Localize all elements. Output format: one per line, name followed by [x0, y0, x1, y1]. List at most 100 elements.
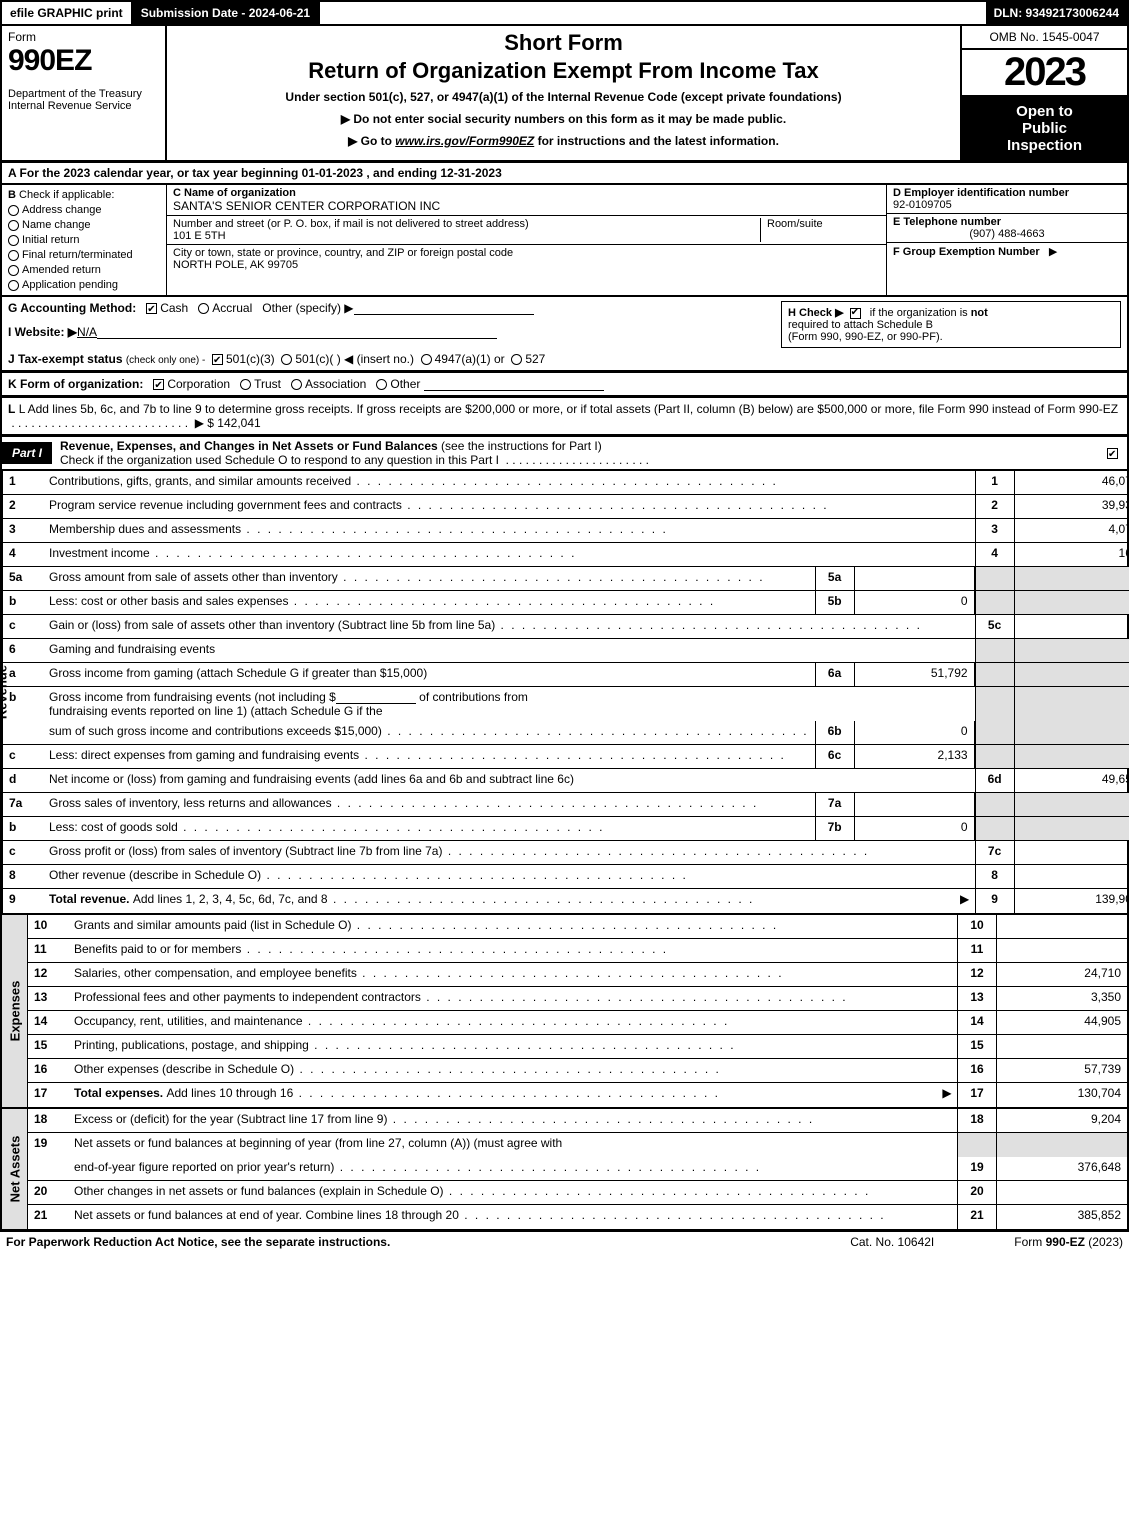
grey-cell — [975, 663, 1015, 686]
addr-change-label: Address change — [22, 204, 102, 216]
end-val: 46,075 — [1015, 471, 1129, 494]
radio-icon[interactable] — [8, 265, 19, 276]
k-other-field[interactable] — [424, 377, 604, 391]
form-ref-post: (2023) — [1085, 1235, 1123, 1249]
instr2-pre: ▶ Go to — [348, 134, 395, 148]
ln-num: 1 — [3, 471, 43, 494]
grey-cell — [1015, 663, 1129, 686]
radio-accrual[interactable] — [198, 303, 209, 314]
checkbox-h[interactable] — [850, 308, 861, 319]
ln-desc: Professional fees and other payments to … — [68, 987, 957, 1010]
j-4947: 4947(a)(1) or — [435, 352, 505, 366]
street-value: 101 E 5TH — [173, 230, 226, 242]
netassets-rows: 18 Excess or (deficit) for the year (Sub… — [28, 1109, 1127, 1229]
end-val: 4,070 — [1015, 519, 1129, 542]
line-7b: b Less: cost of goods sold 7b 0 — [3, 817, 1129, 841]
row-gh: G Accounting Method: Cash Accrual Other … — [8, 301, 1121, 348]
g-label: G Accounting Method: — [8, 301, 136, 315]
revenue-side-label: Revenue — [2, 471, 3, 913]
sub-val — [855, 793, 975, 816]
radio-527[interactable] — [511, 354, 522, 365]
line-21: 21 Net assets or fund balances at end of… — [28, 1205, 1127, 1229]
header-left: Form 990EZ Department of the Treasury In… — [2, 26, 167, 160]
revenue-table: Revenue 1 Contributions, gifts, grants, … — [0, 471, 1129, 915]
grey-cell — [1015, 817, 1129, 840]
radio-icon[interactable] — [8, 250, 19, 261]
netassets-side-label: Net Assets — [2, 1109, 28, 1229]
revenue-rows: 1 Contributions, gifts, grants, and simi… — [3, 471, 1129, 913]
ln-num: d — [3, 769, 43, 792]
radio-icon[interactable] — [8, 205, 19, 216]
radio-501c[interactable] — [281, 354, 292, 365]
end-num: 21 — [957, 1205, 997, 1229]
ln-desc: Net assets or fund balances at end of ye… — [68, 1205, 957, 1229]
chk-address-change: Address change — [8, 204, 160, 216]
f-group-exemption: F Group Exemption Number ▶ — [887, 242, 1127, 295]
checkbox-corporation[interactable] — [153, 379, 164, 390]
e-telephone: E Telephone number (907) 488-4663 — [887, 213, 1127, 242]
grey-cell — [1015, 793, 1129, 816]
end-val: 9,204 — [997, 1109, 1127, 1132]
line-17: 17 Total expenses. Add lines 10 through … — [28, 1083, 1127, 1107]
ln-desc: Gross income from fundraising events (no… — [43, 687, 975, 721]
row-l-block: L L Add lines 5b, 6c, and 7b to line 9 t… — [0, 397, 1129, 436]
ln-num: 20 — [28, 1181, 68, 1204]
sub-num: 7a — [815, 793, 855, 816]
k-label: K Form of organization: — [8, 377, 143, 391]
ln-desc: Program service revenue including govern… — [43, 495, 975, 518]
grey-cell — [1015, 687, 1129, 721]
irs-gov-link[interactable]: www.irs.gov/Form990EZ — [395, 134, 534, 148]
return-title: Return of Organization Exempt From Incom… — [175, 58, 952, 84]
line-20: 20 Other changes in net assets or fund b… — [28, 1181, 1127, 1205]
grey-cell — [975, 817, 1015, 840]
line-11: 11 Benefits paid to or for members 11 — [28, 939, 1127, 963]
d-label: D Employer identification number — [893, 187, 1069, 199]
radio-4947[interactable] — [421, 354, 432, 365]
h-check: H Check ▶ if the organization is not req… — [781, 301, 1121, 348]
end-num: 14 — [957, 1011, 997, 1034]
radio-icon[interactable] — [8, 220, 19, 231]
ln-desc: Less: direct expenses from gaming and fu… — [43, 745, 815, 768]
ln-desc: Gross profit or (loss) from sales of inv… — [43, 841, 975, 864]
end-num: 5c — [975, 615, 1015, 638]
end-val: 139,908 — [1015, 889, 1129, 913]
checkbox-501c3[interactable] — [212, 354, 223, 365]
l6b-pre: Gross income from fundraising events (no… — [49, 690, 336, 704]
line-19-1: 19 Net assets or fund balances at beginn… — [28, 1133, 1127, 1157]
part-1-title: Revenue, Expenses, and Changes in Net As… — [52, 437, 1107, 469]
radio-icon[interactable] — [8, 235, 19, 246]
checkbox-schedule-o[interactable] — [1107, 448, 1118, 459]
k-corp: Corporation — [167, 377, 230, 391]
line-6a: a Gross income from gaming (attach Sched… — [3, 663, 1129, 687]
radio-association[interactable] — [291, 379, 302, 390]
ln-desc: Other expenses (describe in Schedule O) — [68, 1059, 957, 1082]
radio-trust[interactable] — [240, 379, 251, 390]
radio-icon[interactable] — [8, 280, 19, 291]
l6b-blank[interactable] — [336, 690, 416, 704]
end-num: 2 — [975, 495, 1015, 518]
radio-other[interactable] — [376, 379, 387, 390]
checkbox-cash[interactable] — [146, 303, 157, 314]
ln-desc: sum of such gross income and contributio… — [43, 721, 815, 744]
street-cell: Number and street (or P. O. box, if mail… — [173, 218, 760, 242]
end-num: 3 — [975, 519, 1015, 542]
line-6: 6 Gaming and fundraising events — [3, 639, 1129, 663]
sub-num: 6a — [815, 663, 855, 686]
ln-desc: Grants and similar amounts paid (list in… — [68, 915, 957, 938]
ln-num: 6 — [3, 639, 43, 662]
sub-num: 6c — [815, 745, 855, 768]
chk-name-change: Name change — [8, 219, 160, 231]
b-letter: B — [8, 189, 16, 201]
ln-desc: Salaries, other compensation, and employ… — [68, 963, 957, 986]
amended-return-label: Amended return — [22, 264, 101, 276]
h-pre: H Check ▶ — [788, 307, 844, 319]
sub-num: 7b — [815, 817, 855, 840]
sub-num: 5b — [815, 591, 855, 614]
ln-desc: Total revenue. Add lines 1, 2, 3, 4, 5c,… — [43, 889, 955, 913]
other-specify-field[interactable] — [354, 301, 534, 315]
grey-cell — [975, 591, 1015, 614]
end-num: 9 — [975, 889, 1015, 913]
ln-num: 8 — [3, 865, 43, 888]
grey-cell — [975, 745, 1015, 768]
line-5c: c Gain or (loss) from sale of assets oth… — [3, 615, 1129, 639]
